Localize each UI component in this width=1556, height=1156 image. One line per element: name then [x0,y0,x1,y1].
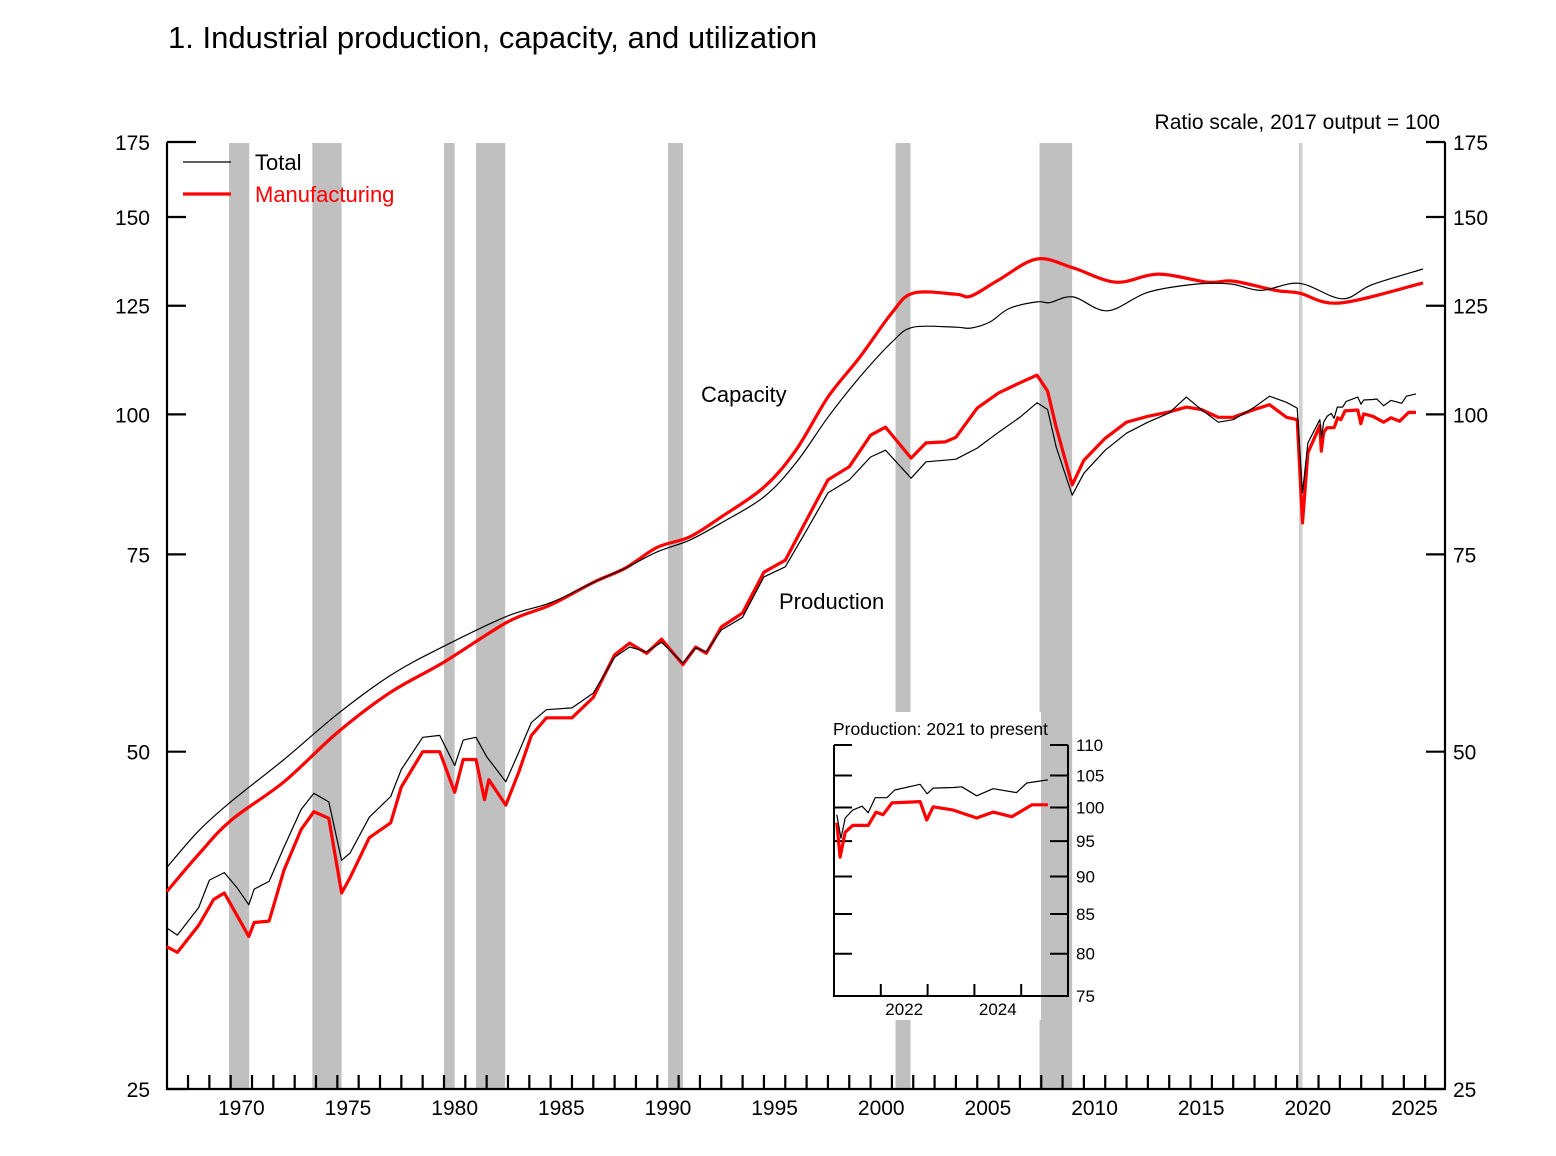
x-tick-label: 2005 [965,1097,1012,1120]
inset-y-tick-label: 90 [1076,868,1095,887]
capacity-label: Capacity [701,382,787,407]
series-total-production [166,393,1417,936]
inset-series [835,779,1048,859]
y-tick-label-left: 25 [127,1079,150,1102]
main-series [165,257,1424,954]
recession-band [475,143,506,1089]
y-tick-label-right: 50 [1453,742,1476,765]
x-tick-label: 1980 [431,1097,478,1120]
y-tick-label-left: 175 [115,132,150,155]
x-tick-label: 2000 [858,1097,905,1120]
inset-chart: Production: 2021 to present 75 80 85 90 95 10… [833,719,1104,1019]
inset-title: Production: 2021 to present [833,719,1048,739]
series-total-capacity [166,268,1424,868]
x-tick-label: 1995 [751,1097,798,1120]
inset-y-tick-label: 75 [1076,987,1095,1006]
inset-series-manufacturing-production [835,800,1048,859]
inset-axes: 75 80 85 90 95 100 105 110 2022 2024 [833,736,1104,1019]
inset-y-tick-label: 105 [1076,766,1104,785]
y-tick-label-right: 125 [1453,296,1488,319]
legend-label-total: Total [255,150,301,175]
inset-y-tick-label: 85 [1076,905,1095,924]
legend: Total Manufacturing [183,150,394,207]
legend-label-manufacturing: Manufacturing [255,182,394,207]
y-tick-label-right: 100 [1453,404,1488,427]
main-axes: 25 25 50 50 75 75 100 100 125 125 150 150 175 175 1970… [115,132,1488,1120]
x-tick-label: 1985 [538,1097,585,1120]
y-tick-label-right: 150 [1453,207,1488,230]
y-tick-label-left: 150 [115,207,150,230]
inset-background [822,712,1041,1020]
y-tick-label-left: 125 [115,296,150,319]
y-tick-label-left: 100 [115,404,150,427]
x-tick-label: 2010 [1071,1097,1118,1120]
inset-y-tick-label: 100 [1076,798,1104,817]
y-tick-label-left: 75 [127,544,150,567]
inset-series-total-production [836,779,1048,839]
scale-note: Ratio scale, 2017 output = 100 [1155,111,1440,134]
inset-frame [833,745,1069,997]
recession-band [1298,143,1303,1089]
y-tick-label-left: 50 [127,742,150,765]
y-tick-label-right: 25 [1453,1079,1476,1102]
production-label: Production [779,589,884,614]
recession-band [228,143,250,1089]
recession-band [312,143,342,1089]
recession-band [443,143,455,1089]
x-tick-label: 2015 [1178,1097,1225,1120]
y-tick-label-right: 175 [1453,132,1488,155]
inset-y-tick-label: 110 [1076,736,1103,755]
x-tick-label: 1975 [325,1097,372,1120]
series-manufacturing-production [165,373,1416,954]
x-tick-label: 2020 [1284,1097,1331,1120]
y-tick-label-right: 75 [1453,544,1476,567]
x-tick-label: 1990 [645,1097,692,1120]
inset-y-tick-label: 80 [1076,945,1095,964]
recession-band [667,143,683,1089]
chart-title: 1. Industrial production, capacity, and … [168,20,817,55]
x-tick-label: 1970 [218,1097,265,1120]
series-manufacturing-capacity [165,257,1424,893]
inset-x-tick-label: 2024 [979,1000,1017,1019]
inset-x-tick-label: 2022 [885,1000,923,1019]
recession-bands [228,143,1303,1089]
x-tick-label: 2025 [1391,1097,1438,1120]
inset-y-tick-label: 95 [1076,832,1095,851]
